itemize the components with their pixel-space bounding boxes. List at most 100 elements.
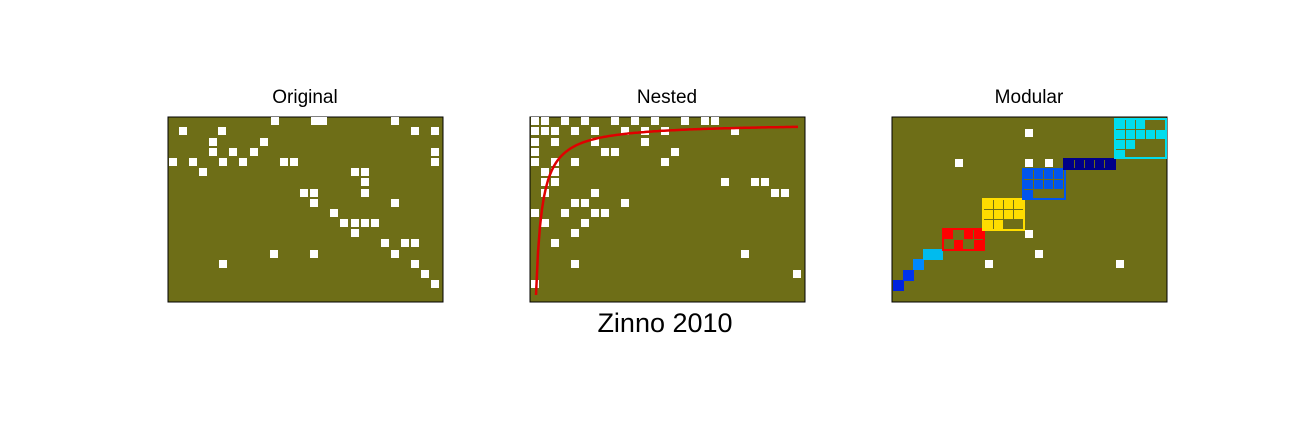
module-cell bbox=[1116, 120, 1125, 129]
module-cell bbox=[994, 210, 1003, 219]
cell bbox=[571, 229, 579, 237]
module-cell bbox=[1034, 180, 1043, 189]
cell bbox=[300, 189, 308, 197]
module-cell bbox=[1014, 200, 1023, 209]
cell bbox=[541, 178, 549, 186]
cell bbox=[250, 148, 258, 156]
cell bbox=[601, 148, 609, 156]
cell bbox=[271, 117, 279, 125]
cell bbox=[431, 280, 439, 288]
cell bbox=[581, 117, 589, 125]
cell bbox=[229, 148, 237, 156]
module-cell bbox=[1126, 130, 1135, 139]
cell bbox=[431, 148, 439, 156]
module-cell bbox=[1034, 170, 1043, 179]
module-cell bbox=[984, 210, 993, 219]
cell bbox=[361, 178, 369, 186]
module-cell bbox=[1126, 120, 1135, 129]
cell bbox=[381, 239, 389, 247]
module-cell bbox=[1095, 160, 1104, 169]
cell bbox=[903, 270, 914, 281]
cell bbox=[411, 127, 419, 135]
cell bbox=[751, 178, 759, 186]
cell bbox=[1025, 159, 1033, 167]
cell bbox=[571, 127, 579, 135]
module-outline bbox=[982, 198, 1025, 231]
module-cell bbox=[984, 200, 993, 209]
cell bbox=[361, 219, 369, 227]
module-cell bbox=[944, 230, 953, 239]
module-cell bbox=[984, 220, 993, 229]
cell bbox=[913, 259, 924, 270]
cell bbox=[431, 158, 439, 166]
cell bbox=[260, 138, 268, 146]
cell bbox=[571, 199, 579, 207]
cell bbox=[290, 158, 298, 166]
cell bbox=[361, 189, 369, 197]
cell bbox=[985, 260, 993, 268]
cell bbox=[371, 219, 379, 227]
cell bbox=[218, 127, 226, 135]
cell bbox=[591, 209, 599, 217]
module-cell bbox=[1116, 140, 1125, 149]
cell bbox=[1025, 129, 1033, 137]
module-outline bbox=[942, 228, 985, 251]
cell bbox=[531, 117, 539, 125]
matrix-nested bbox=[529, 116, 806, 303]
cell bbox=[189, 158, 197, 166]
cell bbox=[1035, 250, 1043, 258]
cell bbox=[239, 158, 247, 166]
cell bbox=[701, 117, 709, 125]
cells bbox=[169, 117, 1167, 296]
module-cell bbox=[1054, 180, 1063, 189]
cell bbox=[571, 158, 579, 166]
module-cell bbox=[974, 230, 983, 239]
module-cell bbox=[1126, 140, 1135, 149]
cell bbox=[923, 249, 943, 260]
cell bbox=[219, 158, 227, 166]
module-cell bbox=[1024, 190, 1033, 199]
cell bbox=[551, 239, 559, 247]
cell bbox=[781, 189, 789, 197]
module-cell bbox=[1024, 170, 1033, 179]
module-cell bbox=[1044, 170, 1053, 179]
panel-title: Modular bbox=[995, 87, 1064, 108]
cell bbox=[721, 178, 729, 186]
module-cell bbox=[954, 240, 963, 249]
cell bbox=[270, 250, 278, 258]
cell bbox=[330, 209, 338, 217]
matrix-modular bbox=[891, 116, 1168, 303]
cell bbox=[541, 168, 549, 176]
cell bbox=[351, 219, 359, 227]
module-cell bbox=[1136, 120, 1145, 129]
cell bbox=[661, 158, 669, 166]
module-cell bbox=[1116, 150, 1125, 159]
cell bbox=[551, 168, 559, 176]
cell bbox=[561, 117, 569, 125]
module-cell bbox=[1075, 160, 1084, 169]
cell bbox=[401, 239, 409, 247]
cell bbox=[421, 270, 429, 278]
cell bbox=[793, 270, 801, 278]
cell bbox=[310, 199, 318, 207]
nestedness-curve bbox=[534, 125, 798, 296]
cell bbox=[391, 250, 399, 258]
cell bbox=[531, 280, 539, 288]
cell bbox=[531, 127, 539, 135]
module-cell bbox=[1146, 130, 1155, 139]
cell bbox=[209, 148, 217, 156]
cell bbox=[541, 219, 549, 227]
module-outline bbox=[1063, 158, 1116, 170]
cell bbox=[280, 158, 288, 166]
module-cell bbox=[1004, 200, 1013, 209]
panel-title: Nested bbox=[637, 87, 697, 108]
cell bbox=[169, 158, 177, 166]
cell bbox=[1025, 230, 1033, 238]
module-cell bbox=[1116, 130, 1125, 139]
cell bbox=[955, 159, 963, 167]
cell bbox=[581, 199, 589, 207]
cell bbox=[681, 117, 689, 125]
module-cell bbox=[974, 240, 983, 249]
cell bbox=[671, 148, 679, 156]
